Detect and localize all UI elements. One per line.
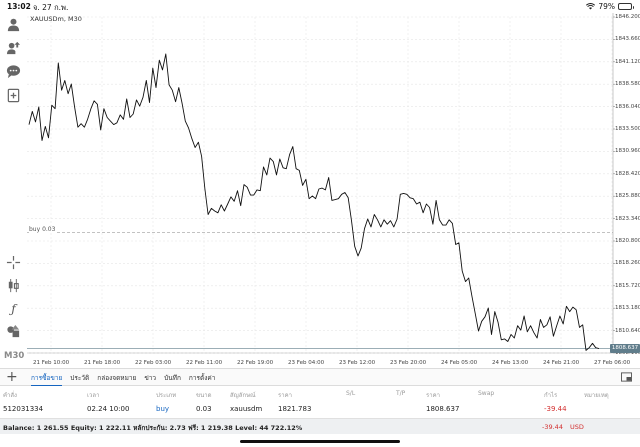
indicators-icon[interactable] — [5, 277, 22, 294]
time-tick-label: 23 Feb 04:00 — [288, 360, 325, 366]
column-header[interactable]: หมายเหตุ — [584, 392, 609, 399]
table-cell: 512031334 — [3, 405, 44, 413]
price-series-line — [28, 53, 600, 351]
column-header[interactable]: สัญลักษณ์ — [230, 392, 256, 399]
table-cell: 02.24 10:00 — [87, 405, 130, 413]
crosshair-icon[interactable] — [5, 254, 22, 271]
objects-icon[interactable] — [5, 323, 22, 340]
time-tick-label: 21 Feb 18:00 — [84, 360, 121, 366]
home-indicator[interactable] — [240, 440, 400, 443]
buy-line-label: buy 0.03 — [29, 226, 56, 234]
price-tick-label: 1818.260 — [615, 260, 640, 267]
current-price-label: 1808.637 — [610, 343, 640, 353]
time-tick-label: 24 Feb 05:00 — [441, 360, 478, 366]
price-chart[interactable]: XAUUSDm, M30 buy 0.03 1846.200 1843.660 18… — [27, 13, 640, 368]
tab-1[interactable]: ประวัติ — [70, 374, 90, 382]
add-icon[interactable]: + — [6, 369, 18, 385]
time-tick-label: 27 Feb 06:00 — [594, 360, 631, 366]
table-row[interactable]: 512031334 02.24 10:00 buy 0.03 xauusdm 1821.7… — [0, 403, 640, 416]
table-cell: 1821.783 — [278, 405, 312, 413]
table-cell: -39.44 — [544, 405, 567, 413]
price-tick-label: 1846.200 — [615, 14, 640, 20]
price-tick-label: 1820.800 — [615, 238, 640, 244]
terminal-tabbar: + การซื้อขาย ประวัติ กล่องจดหมาย ข่าว บันทึก… — [0, 368, 640, 386]
time-tick-label: 22 Feb 19:00 — [237, 360, 274, 366]
tab-3[interactable]: ข่าว — [144, 374, 157, 382]
status-time: 13:02 — [7, 2, 31, 11]
tab-5[interactable]: การตั้งค่า — [188, 374, 216, 382]
price-tick-label: 1808.100 — [615, 350, 640, 356]
expand-icon[interactable] — [621, 372, 632, 382]
column-header[interactable]: ราคา — [278, 392, 292, 399]
tab-4[interactable]: บันทึก — [164, 374, 181, 382]
status-date: จ. 27 ก.พ. — [33, 3, 69, 12]
column-header[interactable]: คำสั่ง — [3, 392, 17, 399]
table-cell: 1808.637 — [426, 405, 460, 413]
total-profit: -39.44 — [542, 423, 563, 431]
chat-icon[interactable] — [5, 63, 22, 80]
column-header[interactable]: เวลา — [87, 392, 100, 399]
balance-bar: Balance: 1 261.55 Equity: 1 222.11 หลักป… — [0, 418, 640, 434]
table-cell: xauusdm — [230, 405, 263, 413]
column-header[interactable]: S/L — [346, 390, 356, 397]
table-cell: buy — [156, 405, 170, 413]
tab-0[interactable]: การซื้อขาย — [31, 373, 63, 386]
price-tick-label: 1823.340 — [615, 215, 640, 222]
price-tick-label: 1825.880 — [615, 193, 640, 200]
price-axis: 1846.200 1843.660 1841.120 1838.580 1836.040… — [613, 13, 640, 356]
price-tick-label: 1833.500 — [615, 126, 640, 132]
status-right: 79% — [586, 2, 634, 11]
function-icon[interactable]: ƒ — [11, 301, 16, 316]
price-tick-label: 1815.720 — [615, 282, 640, 289]
price-tick-label: 1843.660 — [615, 36, 640, 43]
time-tick-label: 24 Feb 21:00 — [543, 360, 580, 366]
price-tick-label: 1838.580 — [615, 81, 640, 88]
terminal-tabs: การซื้อขาย ประวัติ กล่องจดหมาย ข่าว บันทึก กา… — [31, 373, 215, 386]
tab-2[interactable]: กล่องจดหมาย — [97, 374, 137, 382]
price-tick-label: 1836.040 — [615, 103, 640, 110]
currency-label: USD — [570, 423, 584, 431]
chart-title: XAUUSDm, M30 — [30, 15, 82, 23]
column-header[interactable]: T/P — [396, 390, 406, 397]
balance-summary: Balance: 1 261.55 Equity: 1 222.11 หลักป… — [3, 424, 303, 432]
column-header[interactable]: Swap — [478, 390, 495, 397]
price-tick-label: 1810.640 — [615, 327, 640, 334]
time-tick-label: 22 Feb 11:00 — [186, 360, 223, 366]
wifi-icon — [586, 3, 596, 10]
status-bar: 13:02 จ. 27 ก.พ. 79% — [0, 0, 640, 13]
price-tick-label: 1830.960 — [615, 148, 640, 155]
time-tick-label: 24 Feb 13:00 — [492, 360, 529, 366]
user-icon[interactable] — [5, 16, 22, 33]
time-tick-label: 22 Feb 03:00 — [135, 360, 172, 366]
price-tick-label: 1813.180 — [615, 305, 640, 312]
column-header[interactable]: ประเภท — [156, 392, 177, 399]
time-tick-label: 21 Feb 10:00 — [33, 360, 70, 366]
home-indicator-area — [0, 434, 640, 447]
column-header[interactable]: กำไร — [544, 392, 558, 399]
battery-percent: 79% — [598, 2, 615, 11]
price-tick-label: 1841.120 — [615, 58, 640, 65]
positions-table-header: คำสั่ง เวลา ประเภท ขนาด สัญลักษณ์ ราคา S/L T/P ร… — [0, 388, 640, 400]
new-chart-icon[interactable] — [5, 87, 22, 104]
left-toolbar: ƒ M30 — [0, 13, 27, 368]
column-header[interactable]: ขนาด — [196, 392, 212, 399]
timeframe-label[interactable]: M30 — [4, 351, 25, 361]
column-header[interactable]: ราคา — [426, 392, 440, 399]
trade-icon[interactable] — [5, 39, 22, 56]
time-tick-label: 23 Feb 12:00 — [339, 360, 376, 366]
time-tick-label: 23 Feb 20:00 — [390, 360, 427, 366]
price-tick-label: 1828.420 — [615, 170, 640, 177]
table-cell: 0.03 — [196, 405, 212, 413]
battery-icon — [618, 3, 634, 10]
chart-plot — [27, 13, 615, 354]
